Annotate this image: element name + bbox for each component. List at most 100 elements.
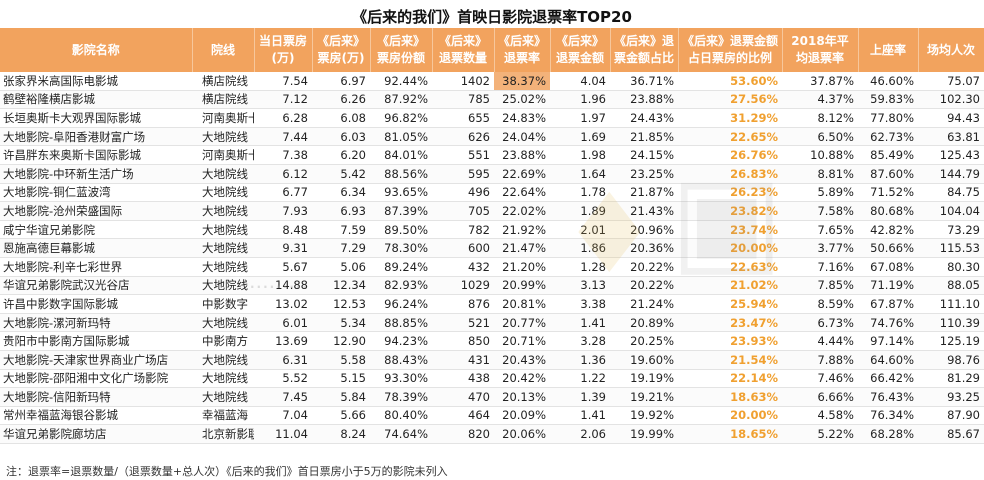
cell-occupancy: 76.43%	[858, 387, 918, 407]
cell-chain: 大地院线	[192, 201, 254, 221]
cell-refund-rate: 24.83%	[494, 108, 550, 128]
cell-refund-count: 438	[432, 369, 494, 389]
cell-refund-amount: 1.41	[550, 406, 610, 426]
cell-avg-people: 88.05	[918, 276, 984, 296]
cell-refund-count: 496	[432, 183, 494, 203]
cell-chain: 大地院线	[192, 238, 254, 258]
cell-refund-amount-share: 21.43%	[610, 201, 678, 221]
cell-cinema-name: 华谊兄弟影院武汉光谷店	[0, 276, 192, 296]
table-row: 长垣奥斯卡大观界国际影城 河南奥斯卡 6.28 6.08 96.82% 655 24.83%…	[0, 108, 984, 128]
cell-day-ratio: 23.47%	[678, 313, 782, 333]
cell-cinema-name: 贵阳市中影南方国际影城	[0, 331, 192, 351]
cell-refund-amount-share: 20.89%	[610, 313, 678, 333]
cell-film-share: 74.64%	[370, 424, 432, 444]
cell-film-share: 82.93%	[370, 276, 432, 296]
cell-avg-people: 94.43	[918, 108, 984, 128]
cell-occupancy: 71.19%	[858, 276, 918, 296]
cell-avg-people: 63.81	[918, 127, 984, 147]
cell-cinema-name: 许昌中影数字国际影城	[0, 294, 192, 314]
col-header-refund-amount-share: 《后来》退 票金额占比	[610, 28, 679, 72]
col-header-refund-count: 《后来》 退票数量	[432, 28, 495, 72]
cell-refund-amount-share: 19.21%	[610, 387, 678, 407]
cell-occupancy: 97.14%	[858, 331, 918, 351]
cell-refund-amount-share: 23.88%	[610, 90, 678, 110]
cell-avg-people: 125.19	[918, 331, 984, 351]
cell-chain: 河南奥斯卡	[192, 145, 254, 165]
cell-film-share: 81.05%	[370, 127, 432, 147]
cell-film-share: 87.39%	[370, 201, 432, 221]
cell-avg-rate-2018: 4.58%	[782, 406, 858, 426]
cell-chain: 大地院线	[192, 220, 254, 240]
cell-film-box: 5.84	[312, 387, 370, 407]
cell-refund-count: 551	[432, 145, 494, 165]
cell-cinema-name: 大地影院-中环新生活广场	[0, 164, 192, 184]
cell-refund-amount-share: 20.22%	[610, 257, 678, 277]
cell-avg-rate-2018: 8.59%	[782, 294, 858, 314]
cell-film-box: 6.03	[312, 127, 370, 147]
cell-day-box: 14.88	[254, 276, 312, 296]
cell-cinema-name: 大地影院-邵阳湘中文化广场影院	[0, 369, 192, 389]
cell-cinema-name: 大地影院-利辛七彩世界	[0, 257, 192, 277]
cell-day-box: 7.93	[254, 201, 312, 221]
cell-day-box: 6.31	[254, 350, 312, 370]
cell-occupancy: 71.52%	[858, 183, 918, 203]
cell-refund-amount: 2.06	[550, 424, 610, 444]
cell-refund-amount: 1.41	[550, 313, 610, 333]
cell-refund-amount: 3.28	[550, 331, 610, 351]
cell-avg-rate-2018: 5.89%	[782, 183, 858, 203]
cell-refund-rate: 20.06%	[494, 424, 550, 444]
table-row: 张家界米高国际电影城 横店院线 7.54 6.97 92.44% 1402 38.37% 4.…	[0, 72, 984, 91]
table-row: 贵阳市中影南方国际影城 中影南方 13.69 12.90 94.23% 850 20.71%…	[0, 331, 984, 351]
cell-chain: 大地院线	[192, 313, 254, 333]
cell-avg-rate-2018: 6.50%	[782, 127, 858, 147]
cell-cinema-name: 大地影院-漯河新玛特	[0, 313, 192, 333]
cell-avg-rate-2018: 4.44%	[782, 331, 858, 351]
col-header-avg-people: 场均人次	[918, 28, 984, 72]
cell-occupancy: 42.82%	[858, 220, 918, 240]
cell-refund-rate: 20.71%	[494, 331, 550, 351]
cell-day-ratio: 21.54%	[678, 350, 782, 370]
cell-chain: 横店院线	[192, 90, 254, 110]
cell-cinema-name: 鹤壁裕隆横店影城	[0, 90, 192, 110]
cell-occupancy: 50.66%	[858, 238, 918, 258]
cell-occupancy: 67.87%	[858, 294, 918, 314]
cell-avg-people: 144.79	[918, 164, 984, 184]
cell-chain: 大地院线	[192, 183, 254, 203]
cell-day-box: 7.38	[254, 145, 312, 165]
cell-day-ratio: 22.63%	[678, 257, 782, 277]
cell-refund-rate: 20.77%	[494, 313, 550, 333]
table-body: 张家界米高国际电影城 横店院线 7.54 6.97 92.44% 1402 38.37% 4.…	[0, 72, 984, 444]
cell-refund-amount: 1.36	[550, 350, 610, 370]
cell-film-share: 89.50%	[370, 220, 432, 240]
cell-refund-rate: 23.88%	[494, 145, 550, 165]
cell-avg-rate-2018: 6.66%	[782, 387, 858, 407]
cell-avg-rate-2018: 7.46%	[782, 369, 858, 389]
cell-day-box: 6.01	[254, 313, 312, 333]
cell-refund-count: 705	[432, 201, 494, 221]
cell-chain: 大地院线	[192, 387, 254, 407]
cell-day-ratio: 23.82%	[678, 201, 782, 221]
cell-refund-amount-share: 20.22%	[610, 276, 678, 296]
cell-day-ratio: 22.14%	[678, 369, 782, 389]
table-row: 大地影院-天津家世界商业广场店 大地院线 6.31 5.58 88.43% 431 20.4…	[0, 350, 984, 370]
cell-refund-amount-share: 24.43%	[610, 108, 678, 128]
cell-avg-people: 87.90	[918, 406, 984, 426]
cell-cinema-name: 张家界米高国际电影城	[0, 72, 192, 91]
cell-avg-rate-2018: 3.77%	[782, 238, 858, 258]
cell-day-ratio: 26.83%	[678, 164, 782, 184]
cell-refund-amount: 1.98	[550, 145, 610, 165]
cell-film-share: 94.23%	[370, 331, 432, 351]
cell-day-ratio: 18.65%	[678, 424, 782, 444]
table-row: 大地影院-利辛七彩世界 大地院线 5.67 5.06 89.24% 432 21.20% 1.…	[0, 257, 984, 277]
cell-avg-rate-2018: 6.73%	[782, 313, 858, 333]
cell-avg-people: 102.30	[918, 90, 984, 110]
cell-refund-amount: 4.04	[550, 72, 610, 91]
table-row: 大地影院-中环新生活广场 大地院线 6.12 5.42 88.56% 595 22.69% 1…	[0, 164, 984, 184]
cell-avg-people: 110.39	[918, 313, 984, 333]
cell-chain: 大地院线	[192, 276, 254, 296]
cell-refund-count: 521	[432, 313, 494, 333]
col-header-chain: 院线	[192, 28, 255, 72]
cell-refund-rate: 20.13%	[494, 387, 550, 407]
cell-avg-rate-2018: 7.16%	[782, 257, 858, 277]
cell-cinema-name: 华谊兄弟影院廊坊店	[0, 424, 192, 444]
